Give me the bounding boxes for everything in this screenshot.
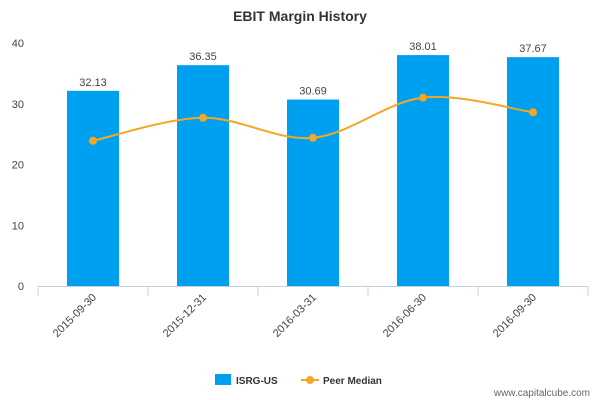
x-tick-label: 2015-09-30 xyxy=(51,292,99,340)
bar xyxy=(67,90,119,287)
x-tick-label: 2016-03-31 xyxy=(271,292,319,340)
y-tick-label: 30 xyxy=(12,99,24,111)
x-axis: 2015-09-30 2015-12-31 2016-03-31 2016-06-30… xyxy=(37,286,589,340)
bar-data-label: 37.67 xyxy=(519,43,547,55)
peer-median-point xyxy=(529,108,537,117)
bar xyxy=(507,57,559,286)
legend-label-isrg: ISRG-US xyxy=(236,376,278,387)
bar xyxy=(287,99,339,286)
bar-data-labels: 32.13 36.35 30.69 38.01 37.67 xyxy=(79,41,547,97)
bar-data-label: 30.69 xyxy=(299,86,327,98)
peer-median-point xyxy=(199,113,207,122)
legend-swatch-isrg xyxy=(215,374,231,385)
chart-title: EBIT Margin History xyxy=(233,8,367,24)
bar xyxy=(177,65,229,286)
peer-median-point xyxy=(419,93,427,102)
credit-text: www.capitalcube.com xyxy=(493,388,590,399)
y-tick-label: 10 xyxy=(12,220,24,232)
y-axis: 0 10 20 30 40 xyxy=(12,38,24,293)
x-tick-label: 2016-06-30 xyxy=(381,292,429,340)
bar-data-label: 36.35 xyxy=(189,51,217,63)
bar-data-label: 38.01 xyxy=(409,41,437,53)
legend: ISRG-US Peer Median xyxy=(215,374,382,387)
y-tick-label: 0 xyxy=(18,281,24,293)
peer-median-point xyxy=(309,133,317,142)
y-tick-label: 20 xyxy=(12,160,24,172)
x-tick-label: 2016-09-30 xyxy=(491,292,539,340)
bar xyxy=(397,55,449,286)
y-tick-label: 40 xyxy=(12,38,24,50)
line-series xyxy=(89,93,537,145)
legend-label-peer: Peer Median xyxy=(323,376,382,387)
legend-marker-peer xyxy=(306,376,314,384)
x-tick-label: 2015-12-31 xyxy=(161,292,209,340)
bar-data-label: 32.13 xyxy=(79,77,107,89)
peer-median-point xyxy=(89,136,97,145)
bar-series xyxy=(67,55,559,287)
